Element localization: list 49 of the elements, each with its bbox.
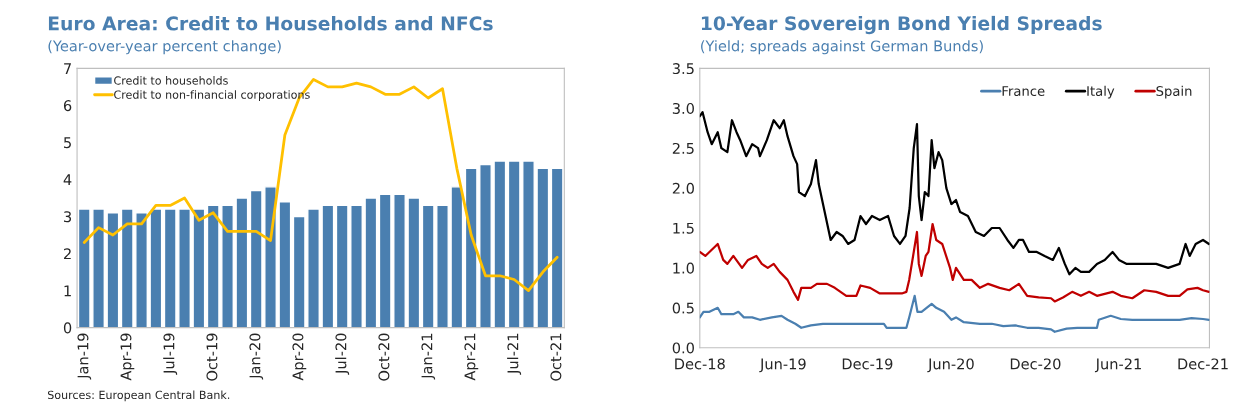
x-tick-label: Oct-21 [550, 333, 562, 381]
y-tick-label: 1.5 [673, 222, 694, 234]
legend-label: Spain [1156, 85, 1192, 99]
y-tick-label: 2.0 [672, 182, 694, 194]
y-tick-label: 0.0 [672, 342, 694, 354]
legend-label: France [1002, 86, 1045, 97]
x-tick-label: Apr-21 [464, 333, 479, 381]
y-tick-label: 3.5 [672, 63, 694, 75]
y-tick-label: 1 [64, 285, 71, 297]
x-tick-label: Oct-20 [378, 333, 390, 381]
legend-label: Credit to households [114, 76, 228, 85]
chart-title: Euro Area: Credit to Households and NFCs [48, 16, 493, 31]
x-tick-label: Jul-19 [163, 333, 178, 375]
x-tick-label: Apr-20 [292, 333, 307, 381]
y-tick-label: 6 [63, 100, 72, 112]
x-tick-label: Dec-19 [842, 358, 893, 370]
y-tick-label: 1.0 [673, 262, 694, 274]
line-series [82, 78, 559, 292]
y-tick-label: 2.5 [672, 142, 694, 154]
x-tick-label: Dec-20 [1010, 358, 1061, 370]
y-tick-label: 4 [63, 174, 72, 185]
x-tick-label: Jun-20 [927, 358, 974, 373]
chart-title: 10-Year Sovereign Bond Yield Spreads [701, 15, 1102, 35]
x-tick-label: Dec-18 [675, 358, 725, 370]
source-note: Sources: European Central Bank. [47, 390, 230, 402]
x-tick-label: Dec-21 [1178, 358, 1228, 370]
x-tick-label: Jun-21 [1094, 358, 1141, 373]
y-tick-label: 0.5 [672, 302, 694, 314]
x-tick-label: Jul-21 [507, 333, 522, 375]
x-tick-label: Jan-19 [77, 333, 92, 380]
x-tick-label: Jan-21 [421, 333, 436, 380]
x-tick-label: Jun-19 [759, 358, 806, 373]
chart-subtitle: (Year-over-year percent change) [48, 40, 281, 55]
legend-label: Italy [1087, 85, 1115, 99]
line-series [699, 111, 1210, 276]
line-series [699, 222, 1210, 303]
line-series [699, 294, 1210, 333]
y-tick-label: 0 [63, 322, 72, 334]
y-tick-label: 3 [64, 211, 72, 223]
bar [550, 167, 564, 328]
y-tick-label: 7 [64, 63, 71, 74]
chart-subtitle: (Yield; spreads against German Bunds) [701, 40, 983, 55]
y-tick-label: 2 [63, 248, 71, 260]
y-tick-label: 3.0 [672, 102, 694, 114]
y-tick-label: 5 [64, 137, 71, 149]
x-tick-label: Apr-19 [120, 333, 135, 381]
x-tick-label: Jan-20 [249, 333, 264, 380]
x-tick-label: Oct-19 [206, 333, 218, 381]
x-tick-label: Jul-20 [335, 333, 350, 375]
